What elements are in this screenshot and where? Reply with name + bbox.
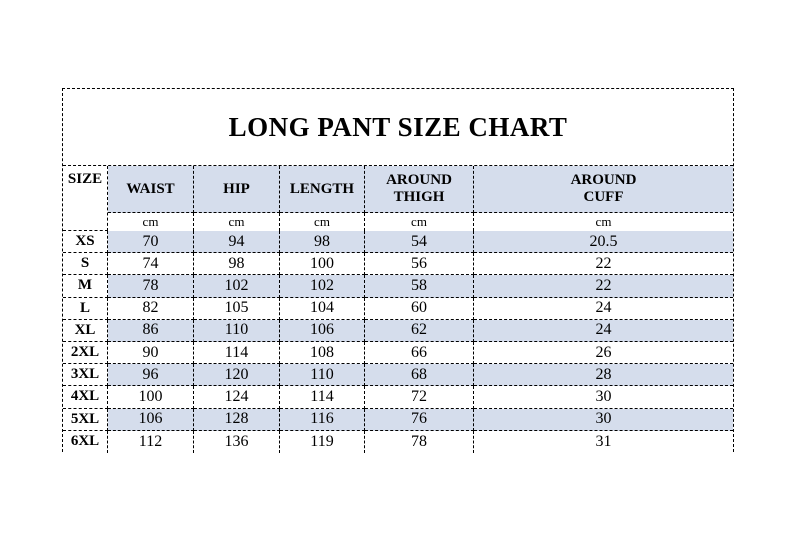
cell-size: 2XL (63, 341, 108, 365)
cell-around-cuff: 20.5 (474, 231, 733, 254)
column-header-around-thigh: AROUND THIGH (365, 166, 474, 213)
cell-around-cuff: 22 (474, 253, 733, 276)
cell-hip: 120 (194, 364, 280, 387)
cell-hip: 114 (194, 341, 280, 365)
cell-around-cuff: 24 (474, 319, 733, 342)
cell-around-thigh: 66 (365, 341, 474, 365)
column-header-waist: WAIST (108, 166, 194, 213)
table-row: 3XL 96 120 110 68 28 (63, 364, 733, 387)
column-header-hip: HIP (194, 166, 280, 213)
cell-length: 114 (280, 386, 365, 409)
cell-hip: 124 (194, 386, 280, 409)
cell-hip: 105 (194, 297, 280, 320)
cell-around-thigh: 78 (365, 430, 474, 453)
table-row: 2XL 90 114 108 66 26 (63, 341, 733, 365)
cell-around-thigh: 56 (365, 253, 474, 276)
cell-size: S (63, 253, 108, 276)
unit-around-cuff: cm (474, 213, 733, 231)
size-chart-table: LONG PANT SIZE CHART SIZE WAIST HIP LENG… (62, 88, 734, 453)
around-cuff-line-1: AROUND (570, 172, 637, 189)
cell-length: 100 (280, 253, 365, 276)
cell-around-cuff: 26 (474, 341, 733, 365)
cell-length: 106 (280, 319, 365, 342)
header-label-row: WAIST HIP LENGTH AROUND THIGH AROUND CUF… (108, 166, 733, 213)
unit-length: cm (280, 213, 365, 231)
cell-waist: 82 (108, 297, 194, 320)
cell-length: 116 (280, 408, 365, 431)
cell-size: 5XL (63, 408, 108, 431)
cell-length: 102 (280, 275, 365, 298)
header-unit-row: cm cm cm cm cm (108, 213, 733, 231)
table-row: S 74 98 100 56 22 (63, 253, 733, 276)
cell-length: 119 (280, 430, 365, 453)
table-row: L 82 105 104 60 24 (63, 297, 733, 320)
cell-size: 4XL (63, 386, 108, 409)
unit-around-thigh: cm (365, 213, 474, 231)
cell-size: L (63, 297, 108, 320)
cell-around-cuff: 22 (474, 275, 733, 298)
cell-waist: 78 (108, 275, 194, 298)
table-row: M 78 102 102 58 22 (63, 275, 733, 298)
table-header: SIZE WAIST HIP LENGTH AROUND THIGH AROUN (63, 166, 733, 231)
cell-around-thigh: 68 (365, 364, 474, 387)
cell-length: 98 (280, 231, 365, 254)
cell-waist: 86 (108, 319, 194, 342)
around-thigh-line-2: THIGH (393, 189, 445, 205)
table-row: 6XL 112 136 119 78 31 (63, 430, 733, 453)
table-row: XL 86 110 106 62 24 (63, 319, 733, 342)
column-header-length: LENGTH (280, 166, 365, 213)
column-header-size: SIZE (63, 166, 108, 231)
cell-length: 110 (280, 364, 365, 387)
cell-around-cuff: 30 (474, 386, 733, 409)
cell-size: 3XL (63, 364, 108, 387)
cell-waist: 74 (108, 253, 194, 276)
cell-around-thigh: 76 (365, 408, 474, 431)
cell-waist: 112 (108, 430, 194, 453)
cell-hip: 128 (194, 408, 280, 431)
cell-length: 108 (280, 341, 365, 365)
cell-waist: 96 (108, 364, 194, 387)
cell-size: XS (63, 231, 108, 254)
cell-size: 6XL (63, 430, 108, 453)
cell-waist: 100 (108, 386, 194, 409)
cell-hip: 136 (194, 430, 280, 453)
table-row: 5XL 106 128 116 76 30 (63, 408, 733, 431)
table-row: XS 70 94 98 54 20.5 (63, 231, 733, 254)
cell-around-thigh: 72 (365, 386, 474, 409)
cell-around-cuff: 31 (474, 430, 733, 453)
cell-size: XL (63, 319, 108, 342)
cell-around-cuff: 24 (474, 297, 733, 320)
chart-title-band: LONG PANT SIZE CHART (63, 89, 733, 166)
cell-length: 104 (280, 297, 365, 320)
cell-around-thigh: 58 (365, 275, 474, 298)
table-body: XS 70 94 98 54 20.5 S 74 98 100 56 22 M 78 102 102 58 22 L… (63, 231, 733, 453)
cell-around-thigh: 62 (365, 319, 474, 342)
size-chart-grid: SIZE WAIST HIP LENGTH AROUND THIGH AROUN (63, 166, 733, 453)
cell-hip: 98 (194, 253, 280, 276)
cell-hip: 94 (194, 231, 280, 254)
cell-around-thigh: 60 (365, 297, 474, 320)
cell-hip: 110 (194, 319, 280, 342)
cell-size: M (63, 275, 108, 298)
cell-hip: 102 (194, 275, 280, 298)
unit-hip: cm (194, 213, 280, 231)
around-thigh-line-1: AROUND (386, 172, 452, 189)
cell-around-cuff: 30 (474, 408, 733, 431)
cell-around-cuff: 28 (474, 364, 733, 387)
cell-waist: 106 (108, 408, 194, 431)
page-title: LONG PANT SIZE CHART (228, 111, 568, 142)
unit-waist: cm (108, 213, 194, 231)
column-header-around-cuff: AROUND CUFF (474, 166, 733, 213)
header-stack: WAIST HIP LENGTH AROUND THIGH AROUND CUF… (108, 166, 733, 231)
around-cuff-line-2: CUFF (583, 189, 624, 205)
table-row: 4XL 100 124 114 72 30 (63, 386, 733, 409)
cell-waist: 90 (108, 341, 194, 365)
cell-waist: 70 (108, 231, 194, 254)
cell-around-thigh: 54 (365, 231, 474, 254)
